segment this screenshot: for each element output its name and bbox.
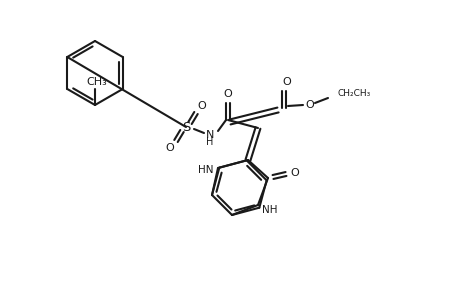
Text: NH: NH [262,205,277,215]
Text: N: N [205,130,214,140]
Text: S: S [181,121,190,134]
Text: O: O [165,143,174,153]
Text: O: O [197,101,206,111]
Text: O: O [282,77,291,87]
Text: HN: HN [198,165,213,175]
Text: CH₃: CH₃ [86,77,107,87]
Text: CH₂CH₃: CH₂CH₃ [337,88,370,98]
Text: H: H [206,137,213,147]
Text: O: O [290,168,299,178]
Text: O: O [305,100,313,110]
Text: O: O [223,89,232,99]
